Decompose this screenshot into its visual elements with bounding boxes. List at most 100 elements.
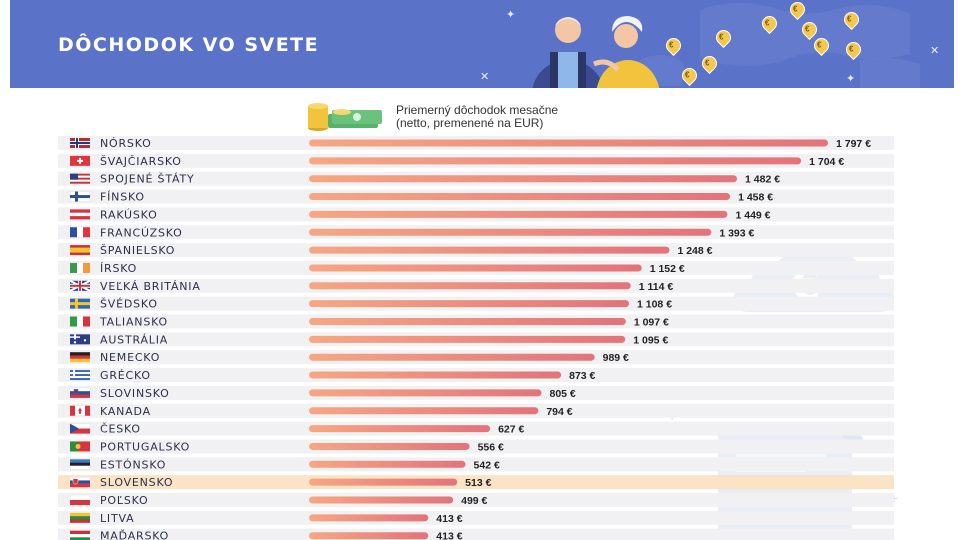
flag-hungary-icon [70, 530, 90, 540]
value-label: 1 152 € [650, 263, 685, 275]
flag-finland-icon [69, 191, 91, 202]
category-label: NEMECKO [100, 351, 160, 364]
bar [309, 460, 466, 468]
bar [309, 210, 728, 218]
category-label: PORTUGALSKO [100, 440, 190, 453]
category-label: NÓRSKO [100, 137, 152, 150]
bar [309, 318, 626, 325]
value-label: 1 248 € [677, 245, 712, 257]
category-label: SPOJENÉ ŠTÁTY [100, 173, 195, 186]
page-title: DÔCHODOK VO SVETE [58, 34, 320, 56]
value-label: 794 € [546, 406, 572, 418]
flag-norway-icon [70, 138, 90, 148]
bar [309, 389, 542, 397]
category-label: KANADA [100, 405, 151, 418]
value-label: 1 097 € [634, 317, 669, 329]
bar [309, 175, 738, 183]
category-label: ŠVÉDSKO [100, 298, 158, 311]
value-label: 513 € [465, 477, 491, 489]
sparkle-icon: + [890, 490, 899, 506]
bar [309, 425, 491, 433]
flag-canada-icon [69, 405, 91, 416]
flag-estonia-icon [69, 459, 91, 470]
value-label: 499 € [461, 495, 487, 507]
value-label: 627 € [498, 424, 524, 436]
category-label: RAKÚSKO [100, 208, 158, 221]
value-label: 556 € [478, 441, 504, 453]
category-label: TALIANSKO [99, 316, 168, 329]
flag-usa-icon [70, 173, 90, 184]
flag-poland-icon [69, 494, 91, 505]
legend-line-1: Priemerný dôchodok mesačne [396, 103, 559, 117]
bar [309, 193, 731, 201]
value-label: 1 393 € [719, 227, 754, 239]
sparkle-icon: ✦ [846, 73, 856, 85]
flag-switzerland-icon [70, 155, 90, 166]
flag-lithuania-icon [70, 512, 90, 523]
flag-australia-icon [70, 334, 90, 345]
bar [309, 478, 458, 486]
sparkle-icon: ✦ [506, 9, 516, 21]
row-background [58, 439, 894, 454]
bar [309, 442, 470, 450]
value-label: 542 € [474, 459, 500, 471]
category-label: VEĽKÁ BRITÁNIA [100, 280, 201, 293]
flag-slovenia-icon [69, 387, 91, 398]
flag-italy-icon [70, 316, 90, 327]
category-label: POĽSKO [100, 494, 148, 507]
row-background [58, 457, 894, 472]
category-label: SLOVINSKO [100, 387, 170, 400]
value-label: 805 € [549, 388, 575, 400]
value-label: 1 108 € [637, 299, 672, 311]
row-background [58, 528, 894, 540]
value-label: 413 € [436, 513, 462, 525]
value-label: 1 458 € [738, 192, 773, 204]
category-label: ŠPANIELSKO [100, 244, 175, 257]
bar [309, 371, 562, 379]
bar [309, 300, 630, 308]
row-background [58, 475, 894, 490]
category-label: ČESKO [100, 423, 141, 436]
elderly-couple-illustration [532, 16, 660, 88]
row-background [58, 510, 894, 525]
bar [309, 407, 539, 415]
value-label: 413 € [436, 531, 462, 540]
value-label: 1 797 € [836, 138, 871, 150]
category-label: ESTÓNSKO [100, 458, 166, 471]
bar [309, 282, 631, 290]
category-label: SLOVENSKO [100, 476, 173, 489]
value-label: 1 114 € [639, 281, 674, 293]
header-banner: DÔCHODOK VO SVETE ✦ ✕ ✦ ✕ [10, 0, 954, 88]
value-label: 1 704 € [809, 156, 844, 168]
flag-czechia-icon [69, 423, 91, 434]
category-label: MAĎARSKO [100, 530, 169, 540]
bar [309, 335, 626, 343]
category-label: GRÉCKO [100, 369, 151, 382]
flag-germany-icon [70, 352, 90, 363]
bar [309, 157, 802, 165]
value-label: 1 449 € [735, 209, 770, 221]
category-label: FRANCÚZSKO [100, 226, 183, 239]
bar [309, 246, 670, 254]
flag-uk-icon [69, 279, 91, 292]
bar [309, 353, 595, 361]
bar [309, 496, 454, 504]
bar [309, 514, 429, 522]
value-label: 873 € [569, 370, 595, 382]
sparkle-icon: ✕ [480, 71, 490, 83]
category-label: LITVA [100, 512, 134, 525]
flag-sweden-icon [70, 298, 90, 309]
value-label: 989 € [603, 352, 629, 364]
category-label: ŠVAJČIARSKO [100, 155, 182, 168]
sparkle-icon: ✕ [930, 45, 940, 57]
row-background [58, 493, 894, 507]
value-label: 1 095 € [633, 334, 668, 346]
chart-legend: Priemerný dôchodok mesačne (netto, preme… [306, 98, 666, 132]
flag-austria-icon [70, 209, 90, 220]
value-label: 1 482 € [745, 174, 780, 186]
flag-ireland-icon [70, 262, 90, 273]
category-label: AUSTRÁLIA [100, 333, 168, 346]
category-label: ÍRSKO [100, 262, 137, 275]
bar [309, 532, 429, 540]
